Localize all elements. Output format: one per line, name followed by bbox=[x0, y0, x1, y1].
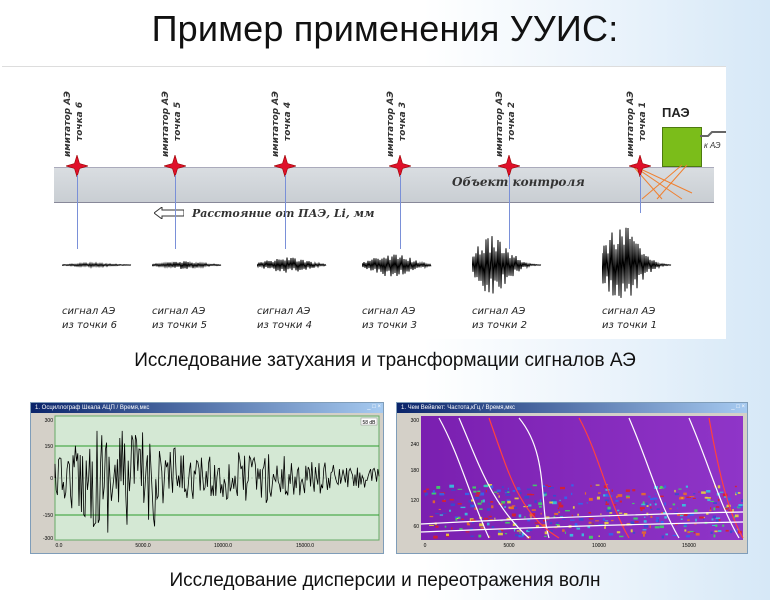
imitator-label-line1: имитатор АЭ bbox=[63, 91, 73, 157]
imitator-label-line2: точка 6 bbox=[75, 101, 85, 141]
signal-caption: сигнал АЭ из точки 1 bbox=[602, 305, 657, 333]
x-tick-label: 10000.0 bbox=[214, 543, 232, 549]
x-tick-label: 5000 bbox=[503, 543, 514, 549]
wavelet-plot: 300 240 180 120 60 0 5000 10000 15000 bbox=[411, 416, 744, 549]
x-tick-label: 10000 bbox=[592, 543, 606, 549]
imitator-label-line2: точка 5 bbox=[173, 101, 183, 141]
y-tick-label: 60 bbox=[413, 524, 419, 530]
pae-label: ПАЭ bbox=[662, 105, 690, 120]
signal-caption-line2: из точки 1 bbox=[602, 320, 657, 331]
wavelet-title: 1. Чем Вейвлет: Частота,кГц / Время,мкс bbox=[397, 403, 747, 413]
window-controls-icon[interactable]: _ □ × bbox=[367, 404, 381, 410]
gain-badge: 58 dB bbox=[362, 420, 376, 426]
subtitle-dispersion: Исследование дисперсии и переотражения в… bbox=[169, 570, 601, 591]
imitator-label-line2: точка 1 bbox=[638, 101, 648, 141]
signal-caption-line1: сигнал АЭ bbox=[257, 306, 311, 317]
imitator-label-line2: точка 2 bbox=[507, 101, 517, 141]
signal-caption-line2: из точки 3 bbox=[362, 320, 417, 331]
oscilloscope-window: 1. Осциллограф Шкала АЦП / Время,мкс _ □… bbox=[30, 402, 384, 554]
x-tick-label: 5000.0 bbox=[135, 543, 151, 549]
imitator-label-line2: точка 4 bbox=[283, 101, 293, 141]
signal-caption: сигнал АЭ из точки 2 bbox=[472, 305, 527, 333]
wavelet-window: 1. Чем Вейвлет: Частота,кГц / Время,мкс … bbox=[396, 402, 748, 554]
ae-signal-waveform bbox=[602, 227, 672, 298]
signal-caption-line1: сигнал АЭ bbox=[62, 306, 116, 317]
cable-icon bbox=[700, 131, 726, 137]
attenuation-diagram: Объект контроля Расстояние от ПАЭ, Li, м… bbox=[2, 66, 726, 339]
imitator-label-line1: имитатор АЭ bbox=[626, 91, 636, 157]
pae-cable-label: к АЭ bbox=[704, 141, 721, 150]
signal-caption: сигнал АЭ из точки 4 bbox=[257, 305, 312, 333]
signal-caption-line1: сигнал АЭ bbox=[472, 306, 526, 317]
source-marker-line bbox=[285, 175, 286, 249]
y-tick-label: 300 bbox=[45, 418, 54, 424]
source-star-icon bbox=[164, 155, 186, 177]
source-star-icon bbox=[389, 155, 411, 177]
subtitle-attenuation: Исследование затухания и трансформации с… bbox=[134, 350, 636, 371]
ae-signal-waveform bbox=[362, 254, 432, 277]
source-star-icon bbox=[629, 155, 651, 177]
source-marker-line bbox=[175, 175, 176, 249]
ae-signal-waveform bbox=[472, 236, 542, 294]
source-marker-line bbox=[640, 175, 641, 213]
x-tick-label: 0 bbox=[424, 543, 427, 549]
y-tick-label: 240 bbox=[411, 442, 420, 448]
source-marker-line bbox=[400, 175, 401, 249]
imitator-label: имитатор АЭ точка 5 bbox=[161, 71, 195, 157]
imitator-label: имитатор АЭ точка 4 bbox=[271, 71, 305, 157]
ae-signal-waveform bbox=[62, 261, 132, 269]
signal-caption-line1: сигнал АЭ bbox=[362, 306, 416, 317]
pae-sensor bbox=[662, 127, 702, 167]
oscilloscope-title: 1. Осциллограф Шкала АЦП / Время,мкс bbox=[31, 403, 383, 413]
imitator-label-line2: точка 3 bbox=[398, 101, 408, 141]
x-tick-label: 15000.0 bbox=[296, 543, 314, 549]
signal-caption-line2: из точки 4 bbox=[257, 320, 312, 331]
signal-caption-line1: сигнал АЭ bbox=[602, 306, 656, 317]
test-object-beam bbox=[54, 167, 714, 203]
distance-label: Расстояние от ПАЭ, Li, мм bbox=[192, 207, 375, 220]
signal-caption-line1: сигнал АЭ bbox=[152, 306, 206, 317]
y-tick-label: 180 bbox=[411, 468, 420, 474]
y-tick-label: 150 bbox=[45, 444, 54, 450]
y-tick-label: 120 bbox=[411, 498, 420, 504]
imitator-label-line1: имитатор АЭ bbox=[386, 91, 396, 157]
x-tick-label: 15000 bbox=[682, 543, 696, 549]
arrow-left-icon bbox=[154, 207, 184, 219]
imitator-label-line1: имитатор АЭ bbox=[271, 91, 281, 157]
y-tick-label: 0 bbox=[50, 476, 53, 482]
imitator-label: имитатор АЭ точка 2 bbox=[495, 71, 529, 157]
imitator-label-line1: имитатор АЭ bbox=[495, 91, 505, 157]
signal-caption: сигнал АЭ из точки 6 bbox=[62, 305, 117, 333]
imitator-label: имитатор АЭ точка 6 bbox=[63, 71, 97, 157]
signal-caption-line2: из точки 5 bbox=[152, 320, 207, 331]
signal-caption: сигнал АЭ из точки 5 bbox=[152, 305, 207, 333]
source-star-icon bbox=[274, 155, 296, 177]
imitator-label: имитатор АЭ точка 1 bbox=[626, 71, 660, 157]
y-tick-label: -300 bbox=[43, 536, 53, 542]
y-tick-label: 300 bbox=[411, 418, 420, 424]
source-marker-line bbox=[77, 175, 78, 249]
source-marker-line bbox=[509, 175, 510, 249]
signal-caption: сигнал АЭ из точки 3 bbox=[362, 305, 417, 333]
ae-signal-waveform bbox=[152, 261, 222, 270]
imitator-label: имитатор АЭ точка 3 bbox=[386, 71, 420, 157]
ae-signal-waveform bbox=[257, 257, 327, 273]
wave-rays-icon bbox=[631, 164, 693, 200]
signal-caption-line2: из точки 6 bbox=[62, 320, 117, 331]
window-controls-icon[interactable]: _ □ × bbox=[731, 404, 745, 410]
object-label: Объект контроля bbox=[452, 175, 585, 189]
source-star-icon bbox=[66, 155, 88, 177]
y-tick-label: -150 bbox=[43, 513, 53, 519]
imitator-label-line1: имитатор АЭ bbox=[161, 91, 171, 157]
source-star-icon bbox=[498, 155, 520, 177]
x-tick-label: 0.0 bbox=[56, 543, 63, 549]
page-title: Пример применения УУИС: bbox=[151, 8, 619, 49]
signal-caption-line2: из точки 2 bbox=[472, 320, 527, 331]
